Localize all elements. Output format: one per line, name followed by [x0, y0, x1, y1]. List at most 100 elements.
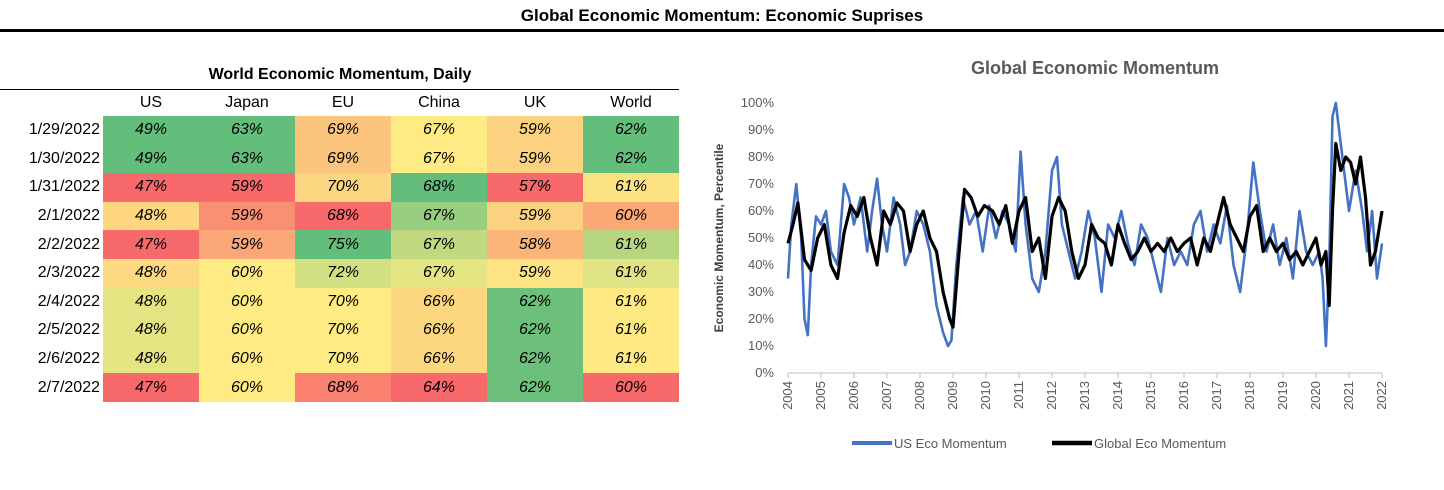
row-date: 1/29/2022 [28, 121, 100, 139]
y-tick-label: 0% [755, 365, 774, 380]
cell-china: 68% [391, 173, 487, 202]
column-header-japan: Japan [225, 94, 269, 111]
cell-eu: 69% [295, 144, 391, 174]
cell-uk: 62% [487, 287, 583, 317]
column-header-china: China [418, 94, 460, 111]
cell-uk: 62% [487, 373, 583, 402]
cell-china: 67% [391, 144, 487, 174]
cell-us: 49% [103, 116, 199, 145]
cell-us: 47% [103, 230, 199, 259]
momentum-heatmap-table: US Japan EU China UK World 1/29/2022 49% 63% 69%… [0, 89, 679, 402]
cell-china: 66% [391, 344, 487, 374]
table-body: 1/29/2022 49% 63% 69% 67% 59% 62% 1/30/2022 49% 6… [0, 116, 679, 402]
cell-japan: 60% [199, 258, 295, 288]
cell-uk: 58% [487, 230, 583, 259]
column-header-world: World [610, 94, 652, 111]
x-tick-label: 2010 [978, 381, 993, 410]
cell-uk: 59% [487, 144, 583, 174]
cell-china: 67% [391, 116, 487, 145]
cell-uk: 59% [487, 201, 583, 231]
table-row: 2/2/2022 47% 59% 75% 67% 58% 61% [0, 230, 679, 259]
row-date: 2/5/2022 [37, 321, 100, 339]
cell-world: 60% [583, 373, 679, 402]
row-date: 1/30/2022 [28, 149, 100, 167]
table-row: 2/4/2022 48% 60% 70% 66% 62% 61% [0, 287, 679, 317]
table-header-row: US Japan EU China UK World [0, 89, 679, 117]
x-tick-label: 2014 [1110, 381, 1125, 410]
x-tick-label: 2011 [1011, 381, 1026, 409]
legend: US Eco Momentum Global Eco Momentum [852, 436, 1226, 451]
cell-us: 48% [103, 258, 199, 288]
legend-label: Global Eco Momentum [1094, 436, 1226, 451]
cell-us: 48% [103, 344, 199, 374]
title-divider [0, 29, 1444, 32]
cell-eu: 70% [295, 316, 391, 345]
table-row: 1/30/2022 49% 63% 69% 67% 59% 62% [0, 144, 679, 174]
table-title: World Economic Momentum, Daily [208, 66, 472, 83]
x-tick-label: 2021 [1341, 381, 1356, 410]
y-tick-label: 80% [748, 149, 774, 164]
x-tick-label: 2006 [846, 381, 861, 410]
x-tick-label: 2013 [1077, 381, 1092, 410]
cell-japan: 63% [199, 116, 295, 145]
cell-us: 49% [103, 144, 199, 174]
cell-china: 67% [391, 230, 487, 259]
y-axis: 0% 10% 20% 30% 40% 50% 60% 70% 80% 90% 100% [741, 95, 775, 380]
column-header-us: US [139, 94, 163, 111]
cell-china: 67% [391, 258, 487, 288]
x-tick-label: 2015 [1143, 381, 1158, 410]
cell-world: 60% [583, 201, 679, 231]
x-tick-label: 2008 [912, 381, 927, 410]
cell-eu: 68% [295, 201, 391, 231]
row-date: 2/3/2022 [37, 264, 100, 282]
x-tick-label: 2012 [1044, 381, 1059, 410]
cell-eu: 68% [295, 373, 391, 402]
cell-us: 48% [103, 201, 199, 231]
cell-uk: 59% [487, 116, 583, 145]
x-tick-label: 2005 [813, 381, 828, 410]
cell-uk: 57% [487, 173, 583, 202]
page-title: Global Economic Momentum: Economic Supri… [520, 6, 924, 25]
cell-japan: 63% [199, 144, 295, 174]
x-tick-label: 2009 [945, 381, 960, 410]
x-tick-label: 2017 [1209, 381, 1224, 410]
row-date: 2/7/2022 [37, 378, 100, 396]
cell-us: 48% [103, 316, 199, 345]
cell-japan: 60% [199, 287, 295, 317]
y-tick-label: 90% [748, 122, 774, 137]
cell-uk: 59% [487, 258, 583, 288]
chart-title: Global Economic Momentum [971, 58, 1219, 78]
series-layer [786, 101, 1384, 348]
table-row: 2/6/2022 48% 60% 70% 66% 62% 61% [0, 344, 679, 374]
cell-eu: 70% [295, 344, 391, 374]
cell-japan: 59% [199, 173, 295, 202]
column-header-eu: EU [331, 94, 355, 111]
table-row: 2/7/2022 47% 60% 68% 64% 62% 60% [0, 373, 679, 402]
x-tick-label: 2018 [1242, 381, 1257, 410]
legend-label: US Eco Momentum [894, 436, 1007, 451]
header-date-corner [0, 90, 103, 117]
cell-eu: 75% [295, 230, 391, 259]
cell-world: 61% [583, 173, 679, 202]
table-row: 2/1/2022 48% 59% 68% 67% 59% 60% [0, 201, 679, 231]
cell-world: 61% [583, 344, 679, 374]
row-date: 2/2/2022 [37, 235, 100, 253]
cell-us: 47% [103, 173, 199, 202]
y-tick-label: 40% [748, 257, 774, 272]
series-line-us-eco-momentum [786, 101, 1384, 348]
cell-china: 67% [391, 201, 487, 231]
cell-world: 61% [583, 316, 679, 345]
column-header-uk: UK [523, 94, 547, 111]
cell-eu: 70% [295, 287, 391, 317]
cell-japan: 60% [199, 316, 295, 345]
cell-china: 66% [391, 287, 487, 317]
cell-eu: 69% [295, 116, 391, 145]
series-line-global-eco-momentum [786, 141, 1384, 329]
cell-eu: 72% [295, 258, 391, 288]
row-date: 1/31/2022 [28, 178, 100, 196]
y-tick-label: 50% [748, 230, 774, 245]
cell-world: 62% [583, 144, 679, 174]
cell-world: 62% [583, 116, 679, 145]
y-tick-label: 10% [748, 338, 774, 353]
cell-uk: 62% [487, 316, 583, 345]
